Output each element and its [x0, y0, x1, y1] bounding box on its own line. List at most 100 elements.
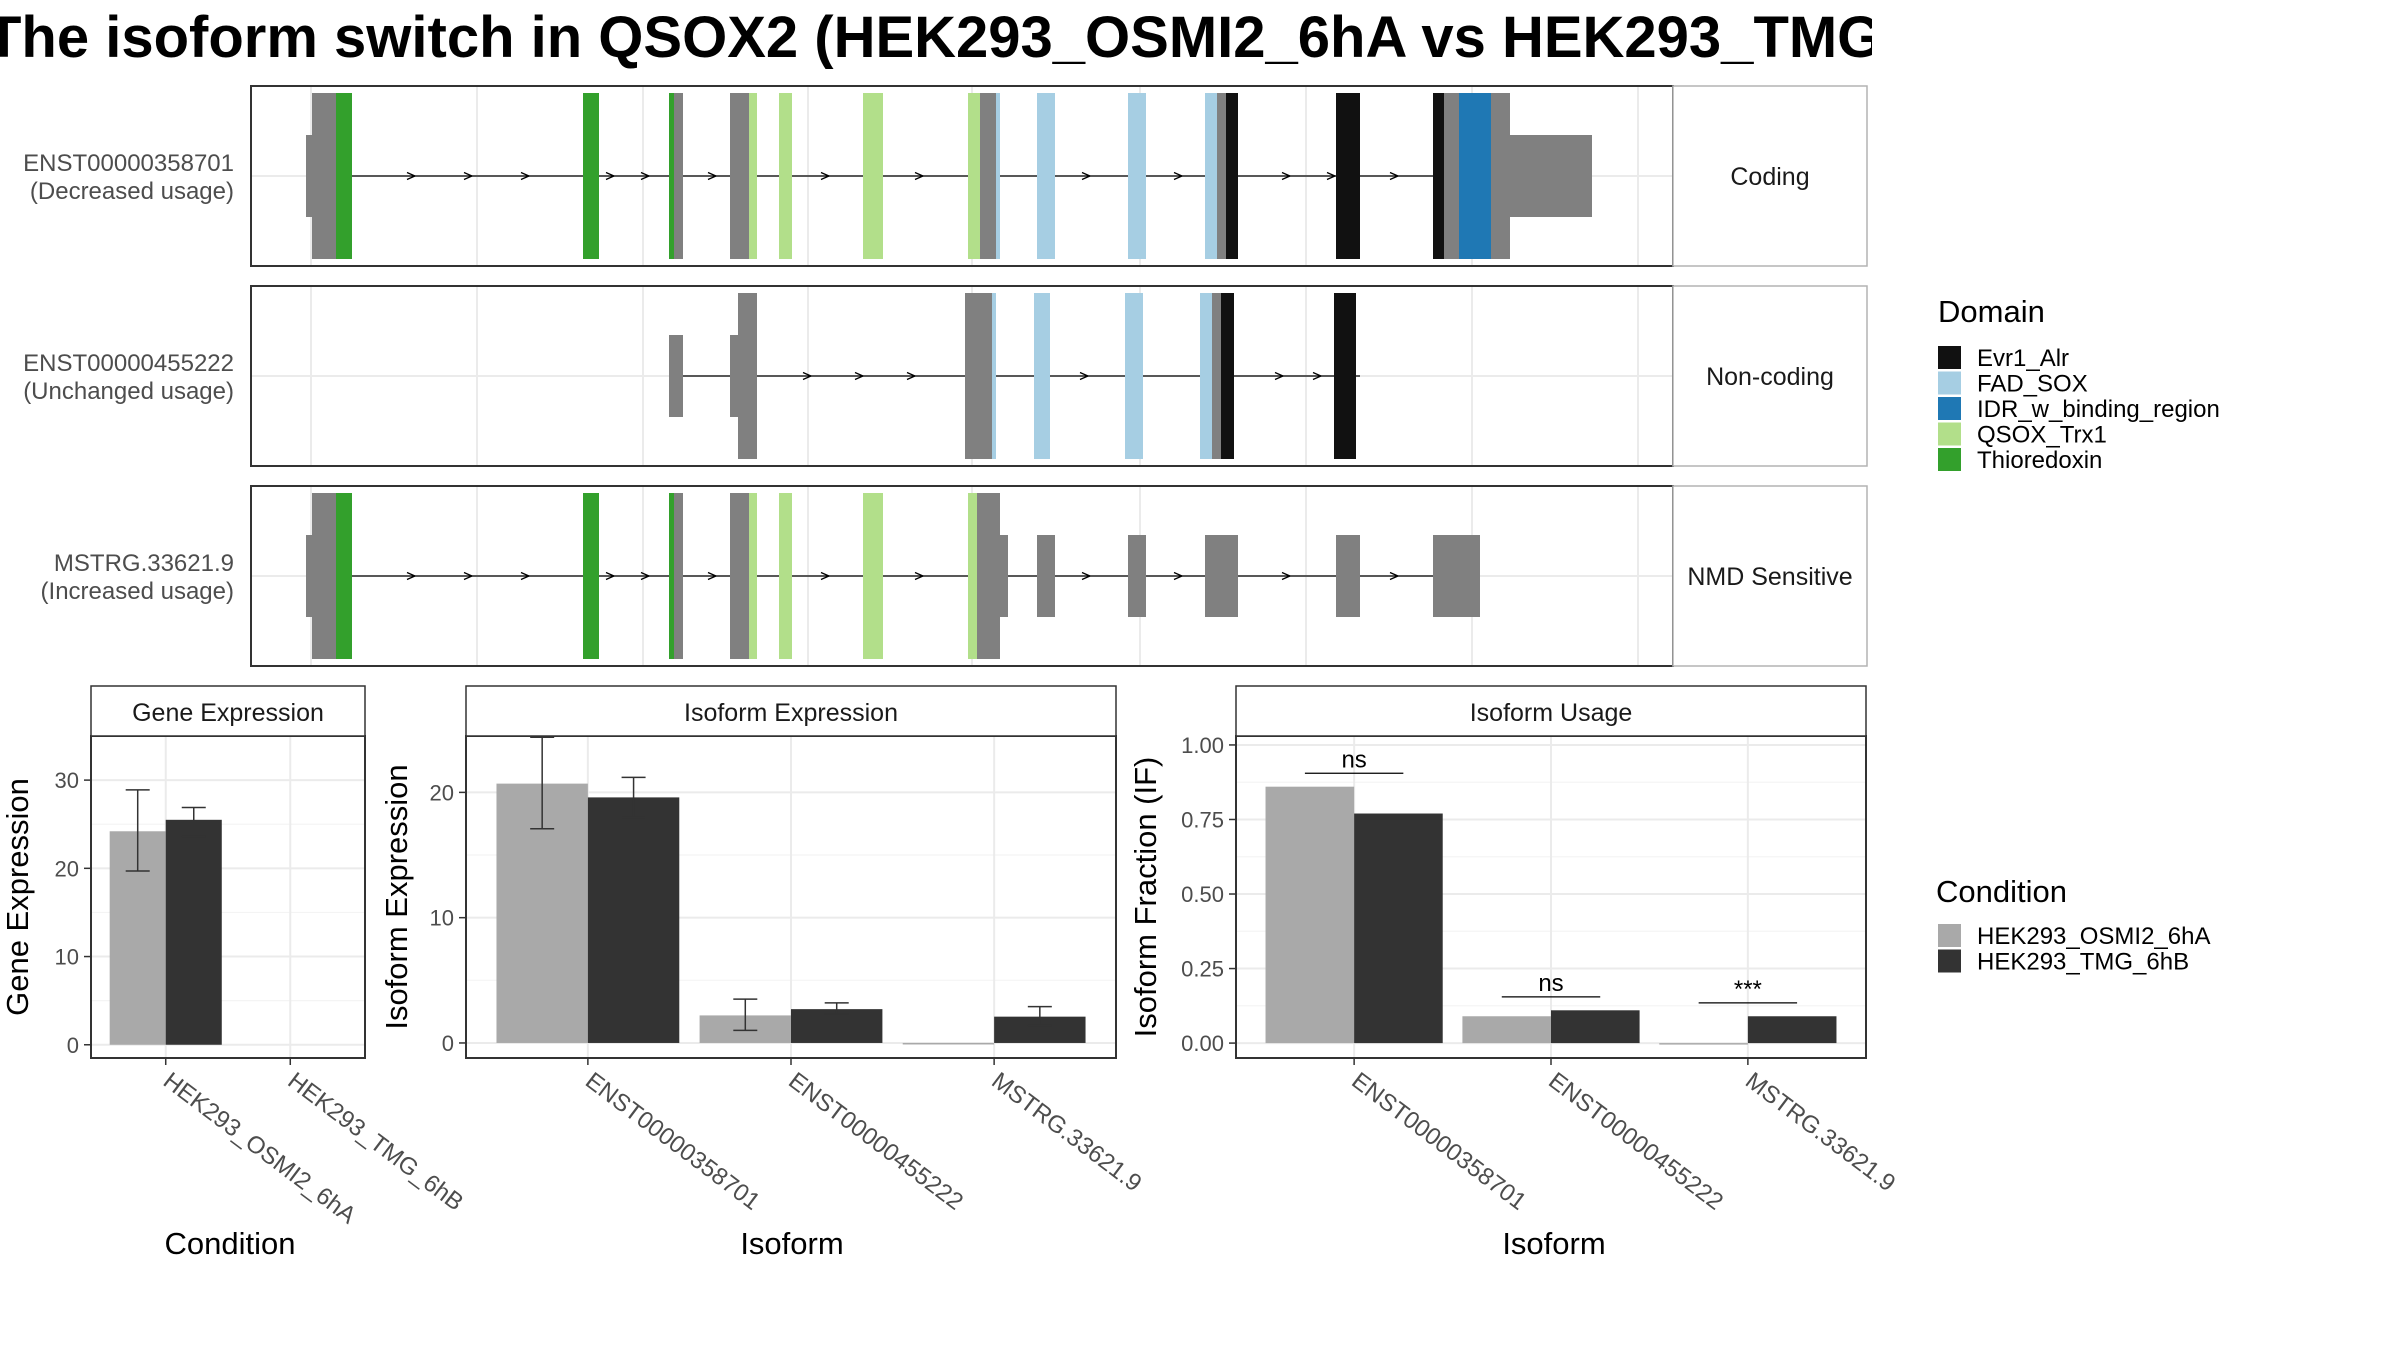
isoform-usage-label: (Unchanged usage)	[23, 378, 234, 405]
chart-title: Isoform Usage	[1470, 699, 1633, 727]
chart-title: Gene Expression	[132, 699, 324, 727]
title-clip: The isoform switch in QSOX2 (HEK293_OSMI…	[0, 0, 1872, 80]
coding-exon	[779, 493, 792, 659]
coding-exon	[992, 293, 996, 459]
utr-exon	[1510, 135, 1592, 217]
coding-exon	[1037, 93, 1055, 259]
coding-exon	[669, 93, 674, 259]
x-axis-label: Isoform	[1502, 1226, 1605, 1261]
legend-swatch	[1938, 371, 1961, 395]
y-tick-label: 30	[55, 768, 79, 793]
utr-exon	[1128, 535, 1146, 617]
coding-exon	[779, 93, 792, 259]
isoform-row: Non-coding ENST00000455222(Unchanged usag…	[23, 285, 1868, 467]
coding-exon	[1212, 293, 1221, 459]
category-label: Coding	[1730, 163, 1809, 191]
direction-arrow	[914, 171, 925, 181]
x-tick-label: MSTRG.33621.9	[987, 1067, 1147, 1197]
isoform-usage-label: (Increased usage)	[41, 578, 234, 605]
coding-exon	[968, 493, 977, 659]
utr-exon	[1336, 535, 1360, 617]
direction-arrow	[802, 371, 813, 381]
y-tick-label: 0.50	[1181, 882, 1224, 907]
significance-label: ns	[1341, 746, 1366, 773]
y-tick-label: 0	[67, 1033, 79, 1058]
bar	[1265, 786, 1355, 1044]
coding-exon	[336, 93, 352, 259]
category-label: Non-coding	[1706, 363, 1834, 391]
coding-exon	[977, 493, 1000, 659]
direction-arrow	[1281, 571, 1292, 581]
direction-arrow	[854, 371, 865, 381]
bar	[902, 1042, 995, 1045]
direction-arrow	[1081, 171, 1092, 181]
isoform-id-label: ENST00000358701	[23, 150, 234, 177]
coding-exon	[1205, 93, 1217, 259]
direction-arrow	[640, 171, 651, 181]
coding-exon	[674, 93, 683, 259]
category-strip	[1672, 485, 1868, 667]
direction-arrow	[820, 171, 831, 181]
category-label: NMD Sensitive	[1687, 563, 1852, 591]
x-tick-label: MSTRG.33621.9	[1740, 1067, 1900, 1197]
legend-title: Condition	[1936, 874, 2067, 909]
direction-arrow	[1079, 371, 1090, 381]
y-axis-label: Isoform Expression	[379, 764, 414, 1029]
bar-charts: Gene Expression0102030HEK293_OSMI2_6hAHE…	[0, 685, 1900, 1261]
coding-exon	[312, 93, 336, 259]
utr-exon	[1037, 535, 1055, 617]
legend-swatch	[1938, 448, 1961, 471]
coding-exon	[968, 93, 980, 259]
direction-arrow	[463, 171, 474, 181]
bar	[587, 797, 680, 1043]
direction-arrow	[406, 171, 417, 181]
coding-exon	[1217, 93, 1226, 259]
utr-exon	[1000, 535, 1008, 617]
coding-exon	[730, 493, 749, 659]
direction-arrow	[1274, 371, 1285, 381]
facet-strip	[465, 685, 1117, 737]
direction-arrow	[1312, 371, 1323, 381]
legend-swatch	[1938, 949, 1961, 973]
coding-exon	[730, 93, 749, 259]
coding-exon	[749, 493, 757, 659]
bar	[1354, 813, 1443, 1044]
coding-exon	[583, 93, 599, 259]
coding-exon	[312, 493, 336, 659]
direction-arrow	[914, 571, 925, 581]
direction-arrow	[707, 571, 718, 581]
y-tick-label: 0.00	[1181, 1031, 1224, 1056]
legend-swatch	[1938, 397, 1961, 420]
y-tick-label: 10	[55, 945, 79, 970]
direction-arrow	[1281, 171, 1292, 181]
bar	[1659, 1043, 1748, 1045]
direction-arrow	[640, 571, 651, 581]
facet-strip	[90, 685, 366, 737]
coding-exon	[669, 493, 674, 659]
isoform-id-label: MSTRG.33621.9	[54, 550, 234, 577]
y-tick-label: 20	[430, 780, 454, 805]
direction-arrow	[1389, 171, 1400, 181]
coding-exon	[1433, 93, 1444, 259]
legend-label: HEK293_OSMI2_6hA	[1977, 923, 2210, 950]
direction-arrow	[463, 571, 474, 581]
bar	[1551, 1010, 1640, 1044]
coding-exon	[863, 93, 883, 259]
legend-label: FAD_SOX	[1977, 371, 2088, 398]
category-strip	[1672, 285, 1868, 467]
legend-swatch	[1938, 346, 1961, 369]
coding-exon	[674, 493, 683, 659]
y-tick-label: 0	[442, 1031, 454, 1056]
coding-exon	[1221, 293, 1234, 459]
bar	[1747, 1016, 1837, 1044]
coding-exon	[1334, 293, 1356, 459]
utr-exon	[730, 335, 738, 417]
y-axis-label: Gene Expression	[0, 778, 35, 1016]
legend-swatch	[1938, 924, 1961, 947]
page-title: The isoform switch in QSOX2 (HEK293_OSMI…	[0, 5, 1872, 70]
utr-exon	[1205, 535, 1238, 617]
legend-label: QSOX_Trx1	[1977, 422, 2107, 449]
coding-exon	[1491, 93, 1510, 259]
